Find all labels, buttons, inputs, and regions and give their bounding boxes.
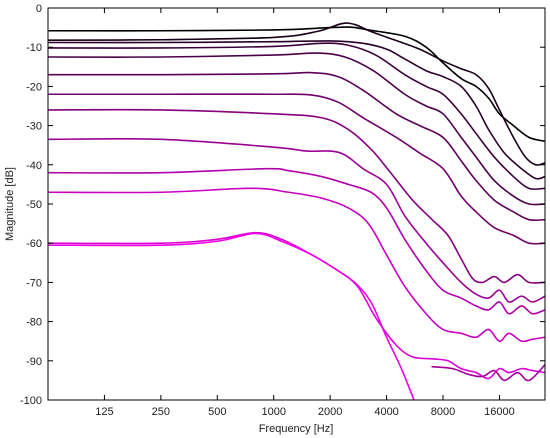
x-tick-label: 8000 [431,406,455,418]
y-tick-label: -10 [26,42,42,54]
y-tick-label: -70 [26,277,42,289]
x-tick-label: 2000 [318,406,342,418]
y-tick-label: -20 [26,81,42,93]
plot-frame [47,7,546,401]
y-axis-label: Magnitude [dB] [4,167,16,241]
y-tick-label: 0 [36,3,42,15]
series-line-8 [48,108,545,284]
series-line-7 [48,93,545,245]
x-tick-label: 125 [95,406,113,418]
series-line-1 [48,26,545,143]
x-tick-label: 250 [152,406,170,418]
series-line-2 [48,22,545,166]
y-tick-label: -60 [26,238,42,250]
series-line-10 [48,167,545,315]
x-axis-label: Frequency [Hz] [259,423,334,435]
y-tick-label: -50 [26,199,42,211]
x-tick-label: 16000 [484,406,515,418]
series-line-5 [48,52,545,206]
y-tick-label: -80 [26,317,42,329]
series-line-11 [48,187,545,343]
y-tick-label: -40 [26,160,42,172]
series-line-9 [48,137,545,303]
series-line-12 [48,231,545,380]
y-tick-label: -30 [26,121,42,133]
y-tick-label: -100 [20,395,42,407]
series-layer [48,22,545,400]
series-line-14 [431,363,545,382]
ticks-layer: 0 -10 -20 -30 -40 -50 -60 -70 -80 -90 -100 125 250 50… [20,3,545,418]
series-line-4 [48,42,545,190]
series-line-3 [48,40,545,180]
x-tick-label: 4000 [374,406,398,418]
series-line-6 [48,71,545,222]
series-line-13 [48,232,415,400]
x-tick-label: 1000 [261,406,285,418]
y-tick-label: -90 [26,356,42,368]
x-tick-label: 500 [208,406,226,418]
